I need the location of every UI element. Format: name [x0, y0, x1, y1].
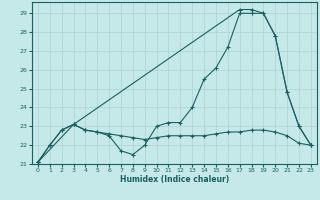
X-axis label: Humidex (Indice chaleur): Humidex (Indice chaleur) — [120, 175, 229, 184]
